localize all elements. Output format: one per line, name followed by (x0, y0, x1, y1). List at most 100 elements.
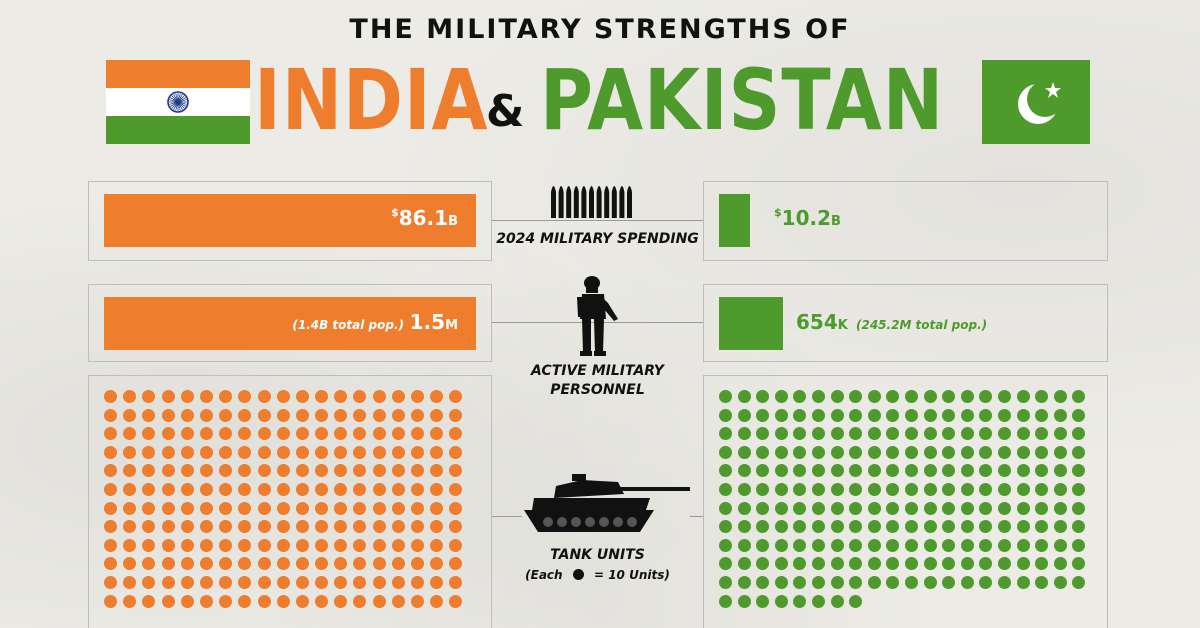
tank-dot (719, 538, 732, 552)
tank-dot (774, 408, 788, 422)
tank-dot (411, 464, 424, 478)
tank-dot (811, 390, 825, 403)
tank-dot (199, 427, 213, 441)
tank-dot (315, 501, 329, 515)
legend-suffix: = 10 Units) (593, 568, 670, 582)
tank-dot (276, 557, 290, 571)
tank-dot (1016, 427, 1030, 441)
tank-dot (830, 538, 844, 552)
tank-dot (180, 557, 194, 571)
tank-dot (811, 594, 825, 608)
tank-dot (199, 575, 213, 589)
tank-dot (142, 445, 156, 459)
tank-dot (979, 501, 993, 515)
tank-dot (849, 482, 863, 496)
tank-dot (942, 538, 956, 552)
tank-dot (295, 427, 309, 441)
tank-dot (315, 427, 329, 441)
tank-dot (849, 427, 863, 441)
tank-dot (923, 445, 937, 459)
tank-dot (315, 594, 329, 608)
india-population-note: (1.4B total pop.) (292, 318, 404, 332)
tank-dot (315, 445, 329, 459)
tank-dot (295, 538, 309, 552)
tank-dot (295, 520, 309, 534)
personnel-label: ACTIVE MILITARY PERSONNEL (531, 363, 664, 398)
tank-dot (372, 575, 386, 589)
tank-dot (430, 575, 444, 589)
tank-dot (1053, 575, 1067, 589)
tank-dot (793, 445, 807, 459)
tank-dot (391, 427, 405, 441)
tank-dot (411, 538, 424, 552)
pakistan-spending-value: $10.2B (774, 206, 841, 230)
tank-dot (449, 538, 463, 552)
headline: THE MILITARY STRENGTHS OF (349, 14, 851, 45)
tank-dot (737, 464, 751, 478)
india-flag-icon (106, 60, 250, 144)
tank-dot (104, 575, 117, 589)
pakistan-population-note: (245.2M total pop.) (856, 318, 988, 332)
tank-dot (867, 575, 881, 589)
tank-dot (867, 557, 881, 571)
tank-dot (161, 575, 175, 589)
tank-dot (219, 464, 233, 478)
tank-dot (315, 464, 329, 478)
tank-dot (276, 482, 290, 496)
tank-dot (123, 538, 137, 552)
tank-dot (430, 464, 444, 478)
tank-dot (353, 557, 367, 571)
tank-dot (430, 408, 444, 422)
tank-dot (793, 557, 807, 571)
tank-dot (411, 390, 424, 403)
tank-dot (123, 464, 137, 478)
tank-dot (1016, 538, 1030, 552)
tank-dot (1072, 464, 1086, 478)
tank-dot (449, 445, 463, 459)
tank-dot (430, 427, 444, 441)
tank-dot (199, 390, 213, 403)
tank-dot (979, 390, 993, 403)
pakistan-personnel-bar (719, 297, 783, 350)
tank-dot (295, 390, 309, 403)
tank-dot (142, 482, 156, 496)
tank-dot (997, 464, 1011, 478)
tank-dot (449, 520, 463, 534)
tank-dot (219, 427, 233, 441)
tank-dot (942, 464, 956, 478)
tank-dot (199, 445, 213, 459)
tank-dot (372, 557, 386, 571)
tank-dot (1072, 445, 1086, 459)
tank-dot (257, 390, 271, 403)
tank-dot (104, 594, 117, 608)
tank-dot (886, 390, 900, 403)
tank-dot (142, 557, 156, 571)
tank-dot (353, 575, 367, 589)
tank-dot (960, 575, 974, 589)
tank-dot (960, 464, 974, 478)
tank-dot (867, 445, 881, 459)
tank-dot (1072, 538, 1086, 552)
tank-dot (315, 408, 329, 422)
tank-dot (997, 501, 1011, 515)
tank-dot (372, 464, 386, 478)
tank-dot (276, 501, 290, 515)
tank-dot (756, 575, 770, 589)
tank-dot (180, 408, 194, 422)
tank-dot (257, 501, 271, 515)
tank-dot (830, 557, 844, 571)
tank-dot (276, 520, 290, 534)
tank-dot (811, 408, 825, 422)
tank-dot (1053, 390, 1067, 403)
pakistan-personnel-value: 654K (796, 310, 848, 334)
tank-dot (904, 557, 918, 571)
tank-dot (960, 482, 974, 496)
tank-dot (867, 408, 881, 422)
tank-dot (1053, 408, 1067, 422)
tank-dot (997, 408, 1011, 422)
tank-dot (793, 594, 807, 608)
pakistan-flag-icon (982, 60, 1090, 144)
tank-dot (719, 445, 732, 459)
tank-dot (904, 390, 918, 403)
tank-dot (238, 482, 252, 496)
